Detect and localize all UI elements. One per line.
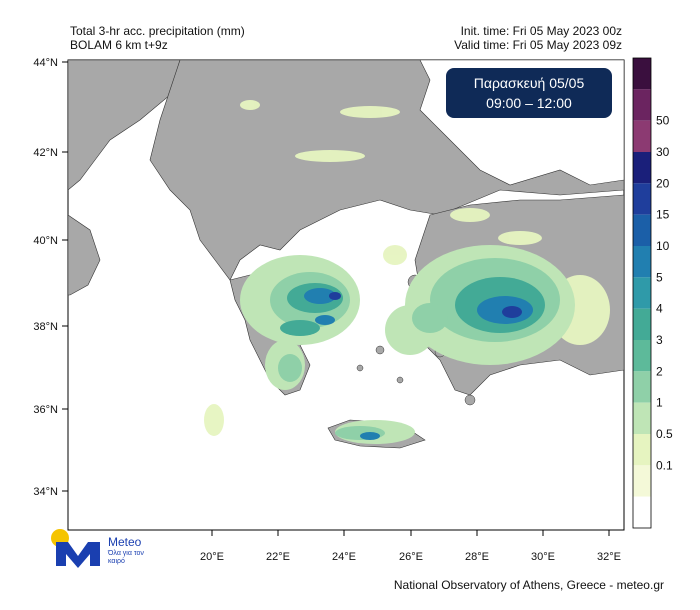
forecast-period-badge: Παρασκευή 05/05 09:00 – 12:00 [446, 68, 612, 118]
colorbar-swatch [633, 58, 651, 90]
colorbar-swatch [633, 371, 651, 403]
colorbar [632, 57, 652, 529]
land-italy-south [68, 214, 101, 296]
credit-footer: National Observatory of Athens, Greece -… [393, 578, 664, 592]
colorbar-swatch [633, 434, 651, 466]
colorbar-label: 20 [656, 176, 670, 190]
map-title: Total 3-hr acc. precipitation (mm) [70, 24, 245, 38]
logo-tagline: Όλα για τον καιρό [108, 550, 144, 565]
forecast-time-range: 09:00 – 12:00 [486, 95, 572, 111]
colorbar-label: 0.5 [656, 427, 673, 441]
lat-tick-label: 44°N [33, 57, 58, 69]
colorbar-swatch [633, 496, 651, 528]
lat-tick-label: 36°N [33, 404, 58, 416]
colorbar-label: 3 [656, 333, 663, 347]
lon-tick-label: 32°E [597, 551, 621, 563]
lon-tick-label: 28°E [465, 551, 489, 563]
lon-tick-label: 20°E [200, 551, 224, 563]
colorbar-swatch [633, 214, 651, 246]
colorbar-label: 1 [656, 396, 663, 410]
lon-tick-label: 26°E [399, 551, 423, 563]
colorbar-swatch [633, 308, 651, 340]
colorbar-label: 2 [656, 364, 663, 378]
map-title-block: Total 3-hr acc. precipitation (mm) BOLAM… [70, 24, 245, 52]
colorbar-outline [632, 57, 652, 529]
lat-axis [62, 61, 68, 492]
colorbar-swatch [633, 183, 651, 215]
colorbar-swatch [633, 89, 651, 121]
time-info: Init. time: Fri 05 May 2023 00z Valid ti… [454, 24, 622, 52]
colorbar-swatch [633, 246, 651, 278]
colorbar-swatch [633, 340, 651, 372]
colorbar-label: 30 [656, 145, 670, 159]
colorbar-swatch [633, 465, 651, 497]
meteo-logo-icon [51, 529, 100, 568]
lon-tick-label: 30°E [531, 551, 555, 563]
colorbar-label: 50 [656, 114, 670, 128]
colorbar-swatch [633, 120, 651, 152]
lat-tick-label: 40°N [33, 235, 58, 247]
colorbar-swatch [633, 402, 651, 434]
init-time: Init. time: Fri 05 May 2023 00z [460, 24, 622, 38]
colorbar-label: 5 [656, 270, 663, 284]
lat-tick-label: 42°N [33, 147, 58, 159]
lon-axis [211, 530, 610, 536]
model-label: BOLAM 6 km t+9z [70, 38, 168, 52]
valid-time: Valid time: Fri 05 May 2023 09z [454, 38, 622, 52]
lat-tick-label: 34°N [33, 486, 58, 498]
meteo-logo: Meteo Όλα για τον καιρό [50, 528, 170, 572]
forecast-day: Παρασκευή 05/05 [473, 75, 585, 91]
lat-tick-label: 38°N [33, 321, 58, 333]
lon-tick-label: 24°E [332, 551, 356, 563]
colorbar-swatch [633, 277, 651, 309]
lon-tick-label: 22°E [266, 551, 290, 563]
colorbar-label: 0.1 [656, 458, 673, 472]
colorbar-swatch [633, 152, 651, 184]
logo-name: Meteo [108, 535, 142, 549]
colorbar-label: 10 [656, 239, 670, 253]
colorbar-label: 4 [656, 302, 663, 316]
colorbar-label: 15 [656, 208, 670, 222]
